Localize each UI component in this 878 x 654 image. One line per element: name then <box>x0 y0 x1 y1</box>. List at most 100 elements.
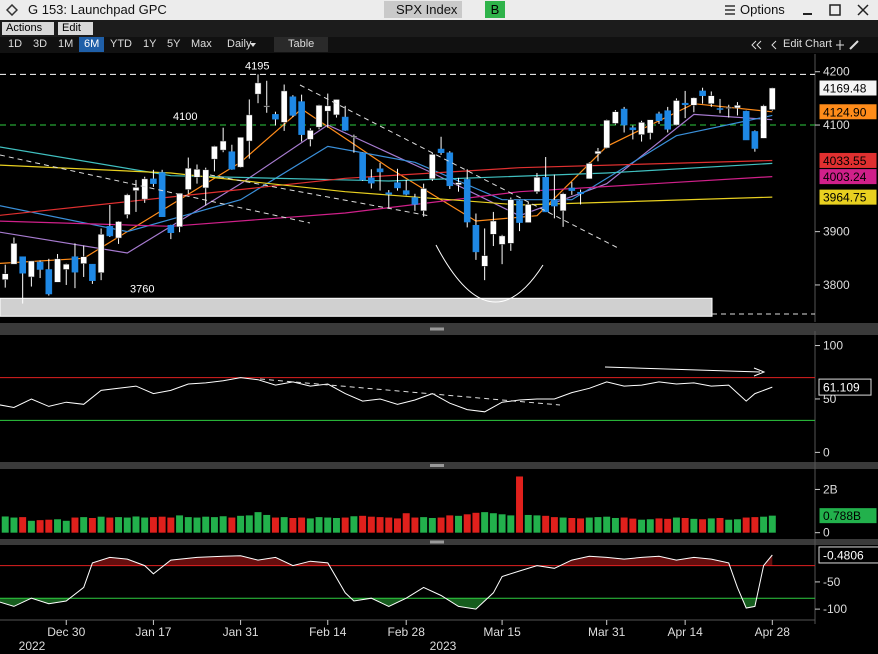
extreme-fill <box>0 555 773 566</box>
volume-bar <box>455 515 462 533</box>
candle-body <box>10 243 18 265</box>
volume-bar <box>280 517 288 533</box>
volume-bar <box>271 517 279 533</box>
candle-body <box>559 193 567 212</box>
candle-body <box>437 148 445 154</box>
candle-body <box>158 172 166 217</box>
edit-menu[interactable]: Edit <box>58 22 93 35</box>
x-tick-label: Jan 31 <box>223 625 259 639</box>
y-tick-label: 3900 <box>823 225 850 239</box>
y-tick-label: 2B <box>823 482 838 496</box>
volume-bar <box>332 517 340 533</box>
interval-button[interactable]: Daily <box>227 38 252 50</box>
candle-body <box>725 107 733 109</box>
candle-body <box>193 169 201 178</box>
candle-body <box>716 108 724 110</box>
volume-bar <box>237 515 245 533</box>
volume-bar <box>123 517 131 533</box>
volume-bar <box>176 515 184 533</box>
candle-body <box>646 119 654 134</box>
value-marker-label: 4003.24 <box>823 170 867 184</box>
candle-body <box>542 177 549 213</box>
candle-body <box>681 102 689 106</box>
volume-bar <box>115 517 123 533</box>
period-button[interactable]: YTD <box>110 38 132 50</box>
volume-bar <box>716 517 724 533</box>
ticker-button[interactable]: B <box>485 1 505 18</box>
volume-bar <box>707 518 715 533</box>
candle-body <box>655 113 663 122</box>
value-marker <box>818 79 878 97</box>
period-button[interactable]: 3D <box>33 38 48 50</box>
options-menu[interactable]: Options <box>740 2 785 17</box>
volume-bar <box>27 520 35 533</box>
x-tick-label: Feb 28 <box>388 625 426 639</box>
volume-bar <box>463 514 471 533</box>
volume-bar <box>245 515 253 533</box>
volume-bar <box>315 517 323 533</box>
candle-body <box>420 188 427 212</box>
volume-bar <box>672 517 680 533</box>
candle-body <box>620 108 628 126</box>
volume-bar <box>655 518 663 533</box>
volume-bar <box>507 515 515 533</box>
volume-bar <box>394 518 401 533</box>
candle-body <box>106 226 114 237</box>
value-marker-label: 3964.75 <box>823 191 867 205</box>
volume-bar <box>184 517 192 533</box>
volume-bar <box>664 518 672 533</box>
x-tick-label: Jan 17 <box>135 625 171 639</box>
period-button[interactable]: 1D <box>8 38 23 50</box>
candle-body <box>211 146 218 160</box>
volume-bar <box>106 517 114 533</box>
actions-menu[interactable]: Actions <box>2 22 55 35</box>
candle-body <box>246 114 253 142</box>
options-icon[interactable] <box>724 5 736 15</box>
volume-bar <box>385 517 393 533</box>
x-tick-label: Mar 31 <box>588 625 626 639</box>
annotations <box>0 84 815 406</box>
candle-body <box>742 110 750 141</box>
candle-body <box>71 256 79 273</box>
volume-bar <box>141 517 149 533</box>
candle-body <box>734 105 741 109</box>
moving-average <box>0 164 773 206</box>
candle-body <box>141 178 148 200</box>
edit-chart-button[interactable]: Edit Chart <box>783 38 832 50</box>
period-button[interactable]: 6M <box>79 37 105 52</box>
window-controls[interactable] <box>800 3 875 17</box>
period-button[interactable]: Max <box>191 38 212 50</box>
volume-bar <box>611 517 619 533</box>
title-bar: G 153: Launchpad GPC SPX Index B Options <box>0 0 878 20</box>
volume-bar <box>80 517 88 533</box>
volume-bar <box>437 517 445 533</box>
ticker-field[interactable]: SPX Index <box>384 1 462 18</box>
table-button[interactable]: Table <box>274 37 329 52</box>
candle-body <box>455 182 462 185</box>
volume-bar <box>725 519 733 533</box>
candle-body <box>638 122 645 135</box>
volume-bar <box>1 516 9 533</box>
candle-body <box>359 153 366 181</box>
period-button[interactable]: 1M <box>58 38 74 50</box>
y-tick-label: -50 <box>823 575 841 589</box>
value-marker-label: -0.4806 <box>823 548 864 562</box>
candle-body <box>341 116 349 131</box>
candle-body <box>594 150 602 155</box>
volume-bar <box>516 476 524 533</box>
volume-bar <box>733 519 741 533</box>
toolbar-icons[interactable] <box>750 37 860 53</box>
candle-body <box>315 105 323 128</box>
volume-bar <box>202 516 210 533</box>
period-button[interactable]: 5Y <box>167 38 181 50</box>
candle-body <box>568 187 576 191</box>
candle-body <box>769 87 776 110</box>
period-button[interactable]: 1Y <box>143 38 157 50</box>
y-tick-label: -100 <box>823 602 847 616</box>
x-tick-label: Feb 14 <box>309 625 347 639</box>
volume-bar <box>446 515 454 533</box>
level-label: 4100 <box>173 111 197 123</box>
candle-body <box>760 105 767 139</box>
candle-body <box>115 221 122 239</box>
volume-bar <box>367 516 375 533</box>
